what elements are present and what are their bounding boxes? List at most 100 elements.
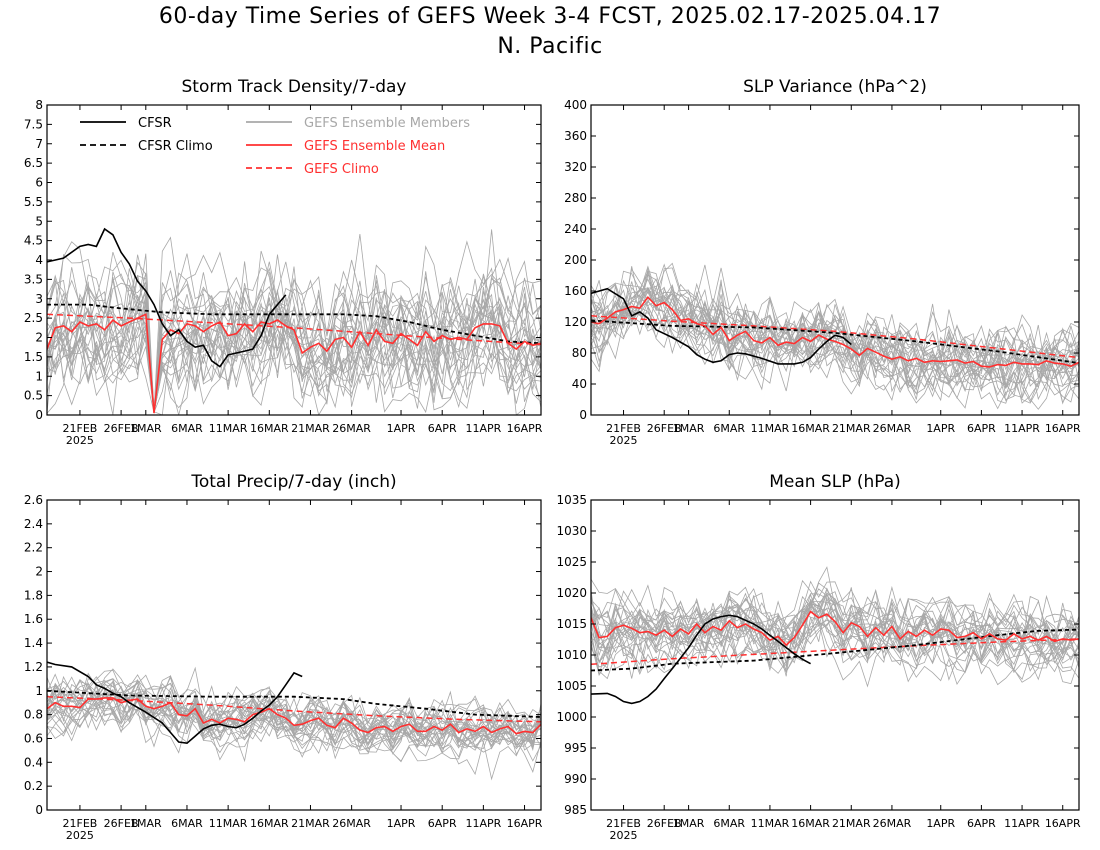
ensemble-member-line	[591, 284, 1079, 391]
x-tick-label: 1APR	[926, 817, 955, 830]
x-tick-label: 1MAR	[130, 817, 162, 830]
y-tick-label: 240	[564, 222, 587, 236]
x-tick-label: 11APR	[465, 817, 501, 830]
x-tick-label: 26FEB	[104, 817, 139, 830]
y-tick-label: 0.8	[24, 708, 43, 722]
x-tick-label: 16APR	[1045, 817, 1081, 830]
ensemble-member-line	[47, 297, 541, 415]
y-tick-label: 1	[35, 684, 43, 698]
ensemble-member-line	[47, 702, 541, 773]
ensemble-member-line	[591, 592, 1079, 657]
cfsr-line	[47, 661, 303, 745]
panel-title: SLP Variance (hPa^2)	[743, 77, 927, 97]
ensemble-member-line	[591, 584, 1079, 653]
x-tick-label: 11MAR	[209, 422, 248, 435]
ensemble-member-line	[47, 300, 541, 415]
plot-area-slpvar	[591, 262, 1079, 410]
x-tick-label: 6MAR	[713, 817, 745, 830]
y-tick-label: 1020	[556, 586, 587, 600]
cfsr-line	[591, 287, 852, 365]
ensemble-member-line	[47, 693, 541, 750]
ensemble-member-line	[47, 296, 541, 413]
x-tick-label: 21FEB	[606, 422, 641, 435]
y-tick-label: 80	[572, 346, 587, 360]
ensemble-member-line	[47, 298, 541, 414]
x-tick-label: 6MAR	[171, 422, 203, 435]
chart-title-line1: 60-day Time Series of GEFS Week 3-4 FCST…	[158, 4, 942, 29]
y-tick-label: 0	[35, 803, 43, 817]
y-tick-label: 2	[35, 331, 43, 345]
x-tick-label: 26FEB	[647, 422, 682, 435]
ensemble-member-line	[47, 268, 541, 412]
y-tick-label: 0.6	[24, 731, 43, 745]
gefs-climo-line	[591, 315, 1079, 359]
x-tick-label: 1APR	[387, 422, 416, 435]
y-tick-label: 0	[579, 408, 587, 422]
legend-cfsr-label: CFSR	[138, 116, 172, 131]
x-tick-label: 11MAR	[751, 817, 790, 830]
x-tick-label: 21MAR	[832, 422, 871, 435]
x-tick-label: 26MAR	[332, 422, 371, 435]
ensemble-member-line	[47, 294, 541, 413]
gefs-climo-line	[47, 313, 541, 346]
ensemble-member-line	[591, 282, 1079, 383]
x-tick-label: 11APR	[1004, 422, 1040, 435]
plot-area-storm	[47, 227, 541, 415]
legend-ensemble-mean-label: GEFS Ensemble Mean	[304, 139, 445, 154]
legend-cfsr-climo-label: CFSR Climo	[138, 139, 213, 154]
x-tick-label: 1MAR	[673, 817, 705, 830]
ensemble-member-line	[47, 691, 541, 751]
x-tick-label: 6APR	[967, 422, 996, 435]
ensemble-member-line	[591, 291, 1079, 402]
x-tick-label: 16MAR	[791, 817, 830, 830]
x-tick-label: 21FEB	[63, 817, 98, 830]
y-tick-label: 2.2	[24, 541, 43, 555]
y-tick-label: 2.4	[24, 517, 43, 531]
x-tick-label: 11APR	[465, 422, 501, 435]
x-tick-label: 11MAR	[209, 817, 248, 830]
ensemble-member-line	[591, 263, 1079, 391]
y-tick-label: 160	[564, 284, 587, 298]
y-tick-label: 3.5	[24, 272, 43, 286]
x-tick-label: 21FEB	[63, 422, 98, 435]
y-tick-label: 0.2	[24, 779, 43, 793]
ensemble-member-line	[591, 274, 1079, 386]
y-tick-label: 5.5	[24, 195, 43, 209]
cfsr-climo-line	[591, 319, 1079, 364]
y-tick-label: 40	[572, 377, 587, 391]
y-tick-label: 1.5	[24, 350, 43, 364]
y-tick-label: 4	[35, 253, 43, 267]
cfsr-line	[591, 614, 811, 705]
ensemble-member-line	[591, 587, 1079, 677]
y-tick-label: 1005	[556, 679, 587, 693]
plot-frame	[46, 499, 542, 811]
x-tick-label: 6APR	[967, 817, 996, 830]
y-tick-label: 1030	[556, 524, 587, 538]
panel-storm: Storm Track Density/7-day 0 0.5 1 1.5 2 2.5 3 3.…	[24, 77, 543, 447]
x-tick-label: 16APR	[507, 817, 543, 830]
x-tick-label: 21MAR	[291, 422, 330, 435]
cfsr-climo-line	[47, 689, 541, 718]
panel-precip: Total Precip/7-day (inch)00.20.40.60.811…	[24, 472, 543, 842]
y-tick-label: 985	[564, 803, 587, 817]
ensemble-member-line	[47, 676, 541, 740]
ensemble-member-line	[47, 236, 541, 413]
ensemble-member-line	[591, 595, 1079, 672]
y-tick-label: 8	[35, 98, 43, 112]
y-tick-label: 0	[35, 408, 43, 422]
ensemble-member-line	[591, 267, 1079, 380]
x-tick-label: 16MAR	[791, 422, 830, 435]
gefs-ensemble-mean-line	[591, 295, 1079, 368]
ensemble-member-line	[47, 299, 541, 412]
x-tick-label: 6MAR	[713, 422, 745, 435]
y-tick-label: 7	[35, 137, 43, 151]
gefs-ensemble-mean-line	[47, 313, 541, 414]
x-year-label: 2025	[610, 434, 638, 447]
legend-gefs-climo-label: GEFS Climo	[304, 162, 379, 177]
cfsr-climo-line	[47, 303, 541, 345]
ensemble-member-line	[591, 281, 1079, 402]
x-tick-label: 21MAR	[291, 817, 330, 830]
y-tick-label: 1015	[556, 617, 587, 631]
ensemble-member-line	[591, 578, 1079, 638]
